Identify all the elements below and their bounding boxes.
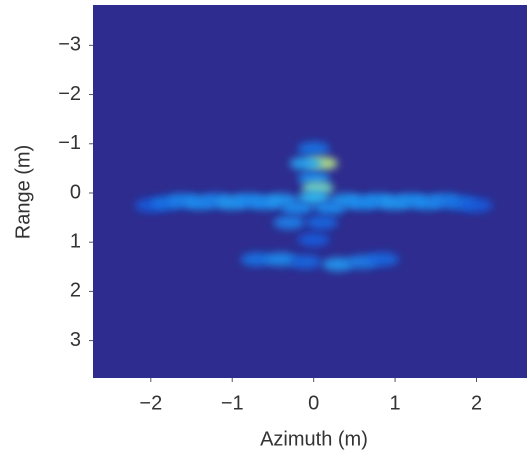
scatter-blob xyxy=(322,257,355,272)
scatter-blob xyxy=(460,198,493,213)
x-tick-label: 1 xyxy=(390,392,401,414)
scatter-blob xyxy=(289,254,322,269)
image-layer xyxy=(134,141,493,272)
scatter-blob xyxy=(297,141,330,156)
y-tick-label: −2 xyxy=(58,83,81,105)
scatter-blob xyxy=(313,200,346,215)
scatter-blob xyxy=(366,252,399,267)
scatter-blob xyxy=(273,215,306,230)
y-axis-label: Range (m) xyxy=(12,145,34,239)
scatter-blob xyxy=(297,190,330,205)
scatter-blob xyxy=(297,232,330,247)
scatter-blob xyxy=(265,252,298,267)
scatter-blob xyxy=(289,156,322,171)
x-tick-label: −1 xyxy=(221,392,244,414)
y-tick-label: −1 xyxy=(58,132,81,154)
scatter-blob xyxy=(281,200,314,215)
y-tick-label: 2 xyxy=(70,280,81,302)
y-tick-label: 3 xyxy=(70,329,81,351)
scatter-blob xyxy=(305,215,338,230)
x-tick-label: 0 xyxy=(308,392,319,414)
scatter-blob xyxy=(240,252,273,267)
x-tick-label: 2 xyxy=(471,392,482,414)
y-tick-label: −3 xyxy=(58,34,81,56)
y-tick-label: 0 xyxy=(70,181,81,203)
y-tick-label: 1 xyxy=(70,230,81,252)
x-axis-label: Azimuth (m) xyxy=(260,428,368,450)
x-tick-label: −2 xyxy=(139,392,162,414)
